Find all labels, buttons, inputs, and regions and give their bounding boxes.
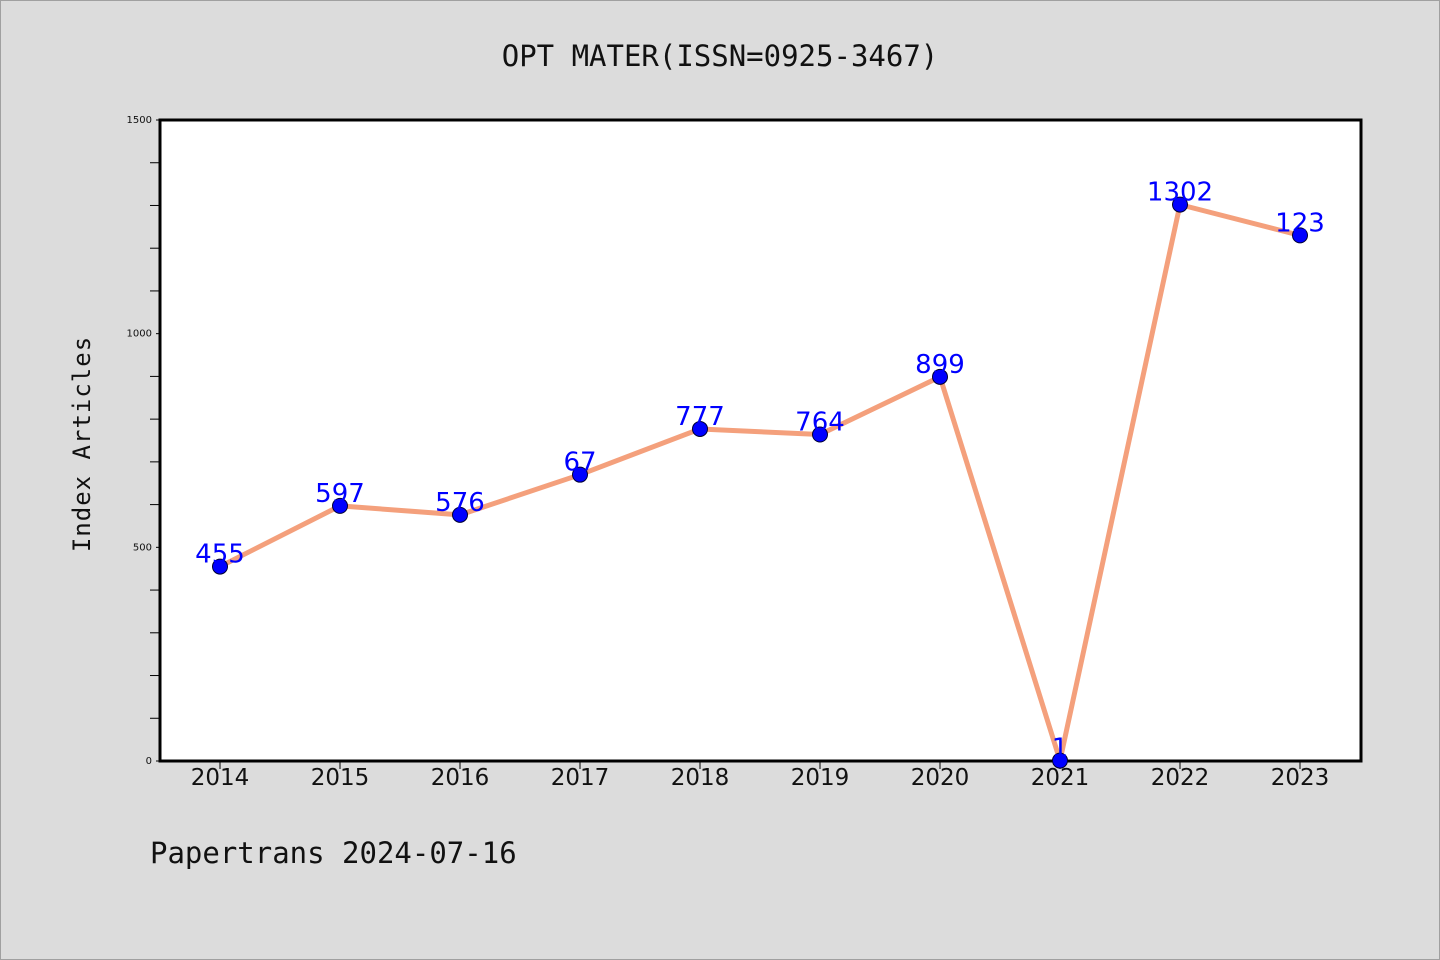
series-line-group (217, 202, 1303, 764)
y-axis-ticks: 0 500 1000 1500 (127, 115, 160, 767)
y-tick-label: 1500 (127, 115, 152, 126)
y-tick-label: 0 (146, 756, 152, 767)
y-tick-label: 1000 (127, 329, 152, 340)
x-tick-label: 2014 (191, 765, 250, 791)
data-label: 1302 (1147, 178, 1213, 208)
data-points (212, 196, 1308, 769)
data-labels: 455 597 576 67 777 764 899 1 1302 123 (195, 178, 1325, 764)
data-point (572, 466, 588, 483)
data-point (212, 558, 228, 575)
x-tick-label: 2022 (1151, 765, 1210, 791)
x-tick-label: 2023 (1271, 765, 1330, 791)
data-point (1292, 227, 1308, 244)
y-tick-label: 500 (133, 542, 152, 553)
data-label: 576 (435, 488, 485, 518)
data-point (932, 368, 948, 385)
chart-title: OPT MATER(ISSN=0925-3467) (502, 39, 939, 73)
data-label: 123 (1275, 208, 1325, 238)
data-point (692, 420, 708, 437)
x-axis-ticks: 2014 2015 2016 2017 2018 2019 2020 2021 2022 2023 (191, 761, 1330, 791)
data-point (1172, 196, 1188, 213)
plot-area (158, 118, 1363, 763)
x-tick-label: 2018 (671, 765, 730, 791)
x-tick-label: 2020 (911, 765, 970, 791)
y-minor-ticks (150, 162, 160, 719)
data-label: 597 (315, 479, 365, 509)
x-tick-label: 2019 (791, 765, 850, 791)
x-tick-label: 2017 (551, 765, 610, 791)
y-axis-label: Index Articles (68, 336, 96, 552)
x-tick-label: 2016 (431, 765, 490, 791)
data-label: 899 (915, 350, 965, 380)
data-label: 777 (675, 402, 725, 432)
data-label: 455 (195, 540, 245, 570)
data-point (1052, 752, 1068, 769)
x-tick-label: 2015 (311, 765, 370, 791)
data-point (332, 497, 348, 514)
series-line (217, 202, 1303, 764)
data-label: 1 (1052, 734, 1069, 764)
data-label: 764 (795, 408, 845, 438)
data-point (812, 426, 828, 443)
data-point (452, 506, 468, 523)
data-label: 67 (563, 448, 596, 478)
footer-credit: Papertrans 2024-07-16 (150, 836, 517, 870)
x-tick-label: 2021 (1031, 765, 1090, 791)
